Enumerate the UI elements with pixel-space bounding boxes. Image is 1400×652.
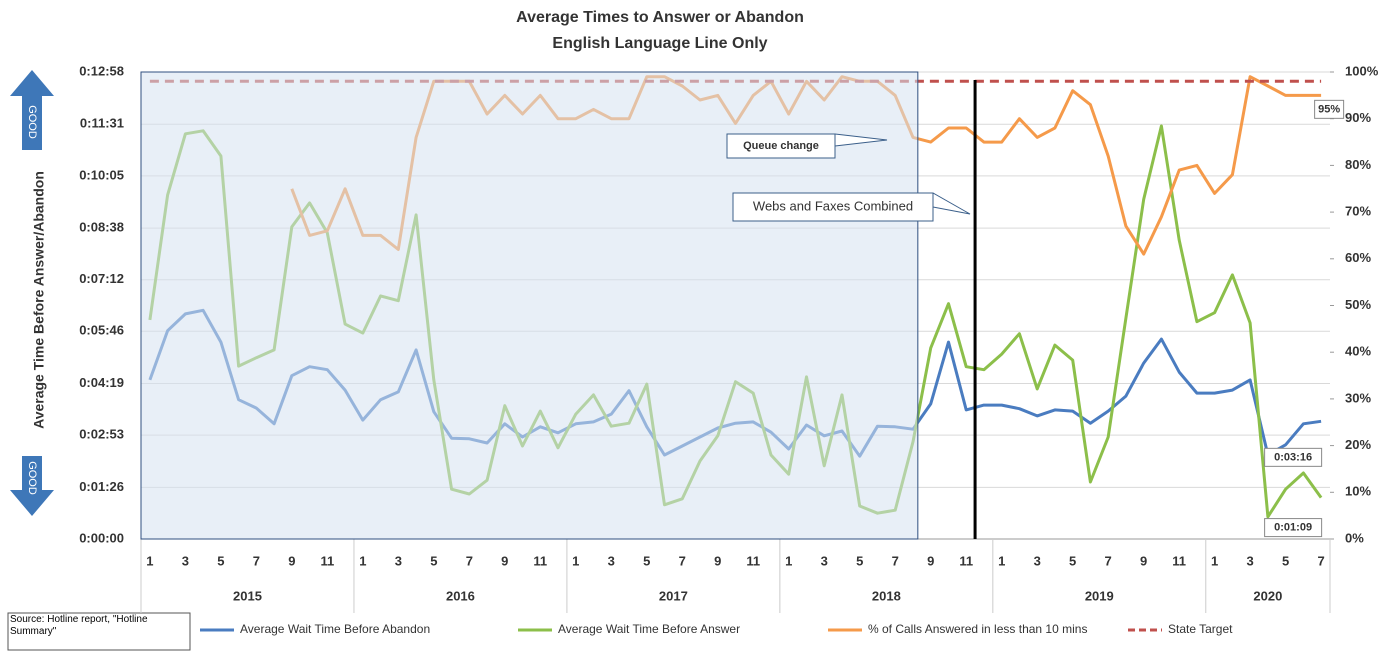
annotation: Webs and Faxes Combined — [753, 198, 913, 213]
source-box — [7, 612, 191, 651]
y2-tick-label: 40% — [1345, 344, 1371, 359]
x-tick-label: 3 — [1247, 553, 1254, 568]
x-tick-label: 5 — [1282, 553, 1289, 568]
x-tick-label: 7 — [1318, 553, 1325, 568]
x-tick-label: 1 — [998, 553, 1005, 568]
y2-tick-label: 70% — [1345, 204, 1371, 219]
legend-label: State Target — [1168, 622, 1233, 636]
y-tick-label: 0:12:58 — [79, 63, 124, 78]
value-label-box — [1264, 447, 1323, 467]
y2-tick-label: 100% — [1345, 63, 1379, 78]
x-tick-label: 5 — [643, 553, 650, 568]
y-tick-label: 0:04:19 — [79, 375, 124, 390]
chart-subtitle: English Language Line Only — [552, 35, 767, 52]
x-tick-label: 11 — [533, 553, 547, 568]
y-axis-label: Average Time Before Answer/Abandon — [31, 171, 47, 429]
x-tick-label: 3 — [395, 553, 402, 568]
value-label: 0:03:16 — [1274, 451, 1312, 463]
y-tick-label: 0:00:00 — [79, 530, 124, 545]
y-tick-label: 0:11:31 — [80, 116, 124, 131]
x-tick-label: 3 — [821, 553, 828, 568]
y2-tick-label: 30% — [1345, 390, 1371, 405]
y2-tick-label: 90% — [1345, 110, 1371, 125]
y-tick-label: 0:10:05 — [79, 167, 124, 182]
x-tick-label: 1 — [572, 553, 579, 568]
arrow-label: GOOD — [26, 461, 38, 495]
x-tick-label: 9 — [288, 553, 295, 568]
value-label: 95% — [1318, 103, 1340, 115]
y2-tick-label: 10% — [1345, 484, 1371, 499]
source: Source: Hotline report, "Hotline Summary… — [10, 614, 148, 637]
x-tick-label: 3 — [1034, 553, 1041, 568]
x-tick-label: 3 — [182, 553, 189, 568]
y-tick-label: 0:05:46 — [79, 323, 124, 338]
value-label-box — [1264, 518, 1323, 538]
x-tick-label: 7 — [679, 553, 686, 568]
legend-label: Average Wait Time Before Answer — [558, 622, 740, 636]
y-tick-label: 0:02:53 — [79, 427, 124, 442]
callout-box — [732, 192, 934, 222]
down-arrow — [10, 456, 54, 516]
x-tick-label: 9 — [501, 553, 508, 568]
year-label: 2018 — [872, 588, 901, 603]
x-tick-label: 7 — [1105, 553, 1112, 568]
x-tick-label: 11 — [1172, 553, 1186, 568]
y-tick-label: 0:01:26 — [79, 479, 124, 494]
x-tick-label: 7 — [466, 553, 473, 568]
y2-tick-label: 50% — [1345, 297, 1371, 312]
up-arrow — [10, 70, 54, 150]
year-label: 2015 — [233, 588, 262, 603]
arrow-label: GOOD — [26, 105, 38, 139]
x-tick-label: 9 — [1140, 553, 1147, 568]
y2-tick-label: 20% — [1345, 437, 1371, 452]
x-tick-label: 1 — [146, 553, 153, 568]
annotation: Queue change — [743, 140, 819, 152]
value-label-box — [1314, 99, 1345, 119]
y-tick-label: 0:08:38 — [79, 220, 124, 235]
x-tick-label: 11 — [746, 553, 760, 568]
x-tick-label: 5 — [1069, 553, 1076, 568]
x-tick-label: 5 — [217, 553, 224, 568]
chart-title: Average Times to Answer or Abandon — [516, 9, 804, 26]
callout-box — [726, 133, 836, 159]
x-tick-label: 11 — [320, 553, 334, 568]
x-tick-label: 1 — [1211, 553, 1218, 568]
value-label: 0:01:09 — [1274, 521, 1312, 533]
year-label: 2017 — [659, 588, 688, 603]
y2-tick-label: 0% — [1345, 530, 1364, 545]
x-tick-label: 5 — [430, 553, 437, 568]
year-label: 2019 — [1085, 588, 1114, 603]
x-tick-label: 5 — [856, 553, 863, 568]
x-tick-label: 3 — [608, 553, 615, 568]
year-label: 2020 — [1253, 588, 1282, 603]
y2-tick-label: 60% — [1345, 250, 1371, 265]
y2-tick-label: 80% — [1345, 157, 1371, 172]
y-tick-label: 0:07:12 — [79, 271, 124, 286]
x-tick-label: 1 — [359, 553, 366, 568]
x-tick-label: 11 — [959, 553, 973, 568]
x-tick-label: 7 — [253, 553, 260, 568]
year-label: 2016 — [446, 588, 475, 603]
x-tick-label: 7 — [892, 553, 899, 568]
x-tick-label: 1 — [785, 553, 792, 568]
source-wrap: Source: Hotline report, "Hotline Summary… — [10, 614, 148, 637]
x-tick-label: 9 — [927, 553, 934, 568]
legend-label: % of Calls Answered in less than 10 mins — [868, 622, 1087, 636]
legend-label: Average Wait Time Before Abandon — [240, 622, 430, 636]
x-tick-label: 9 — [714, 553, 721, 568]
